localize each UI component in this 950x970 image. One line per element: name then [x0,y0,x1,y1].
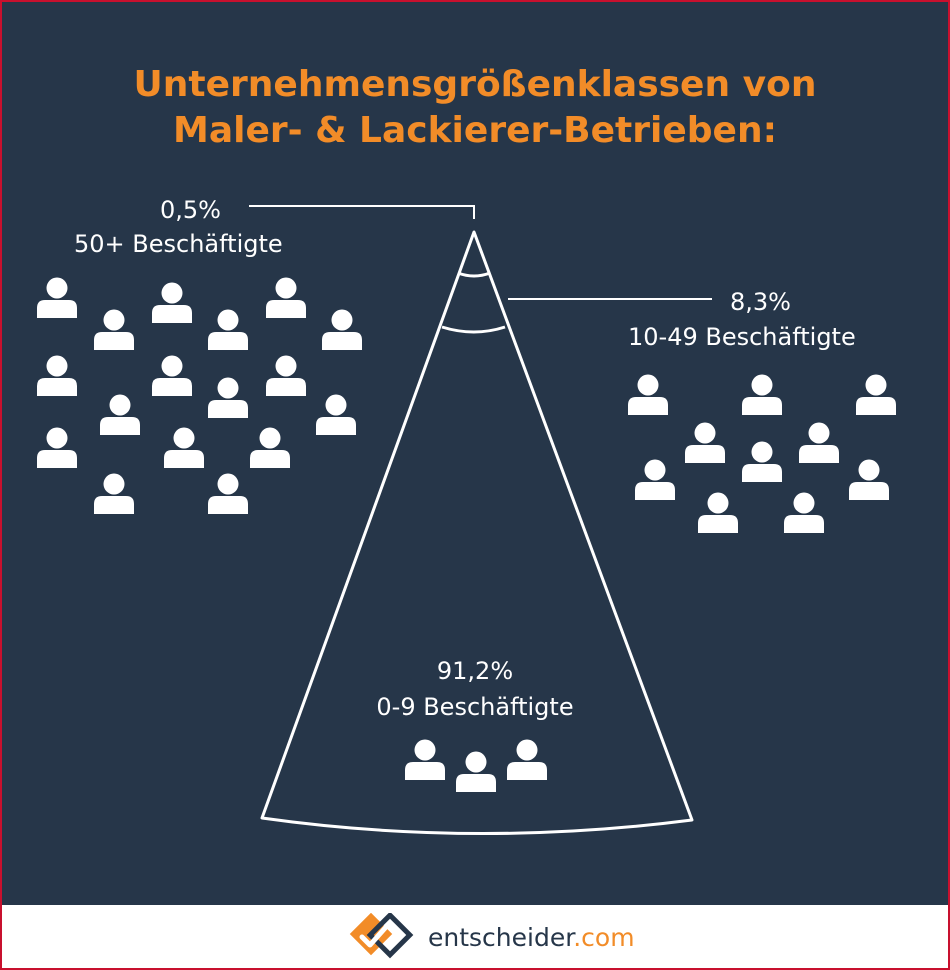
cone-chart [37,205,896,836]
person-icon [37,277,77,318]
category-label-50plus: 50+ Beschäftigte [74,230,283,258]
person-icon [856,374,896,415]
person-icon [37,427,77,468]
person-icon [208,473,248,514]
person-icon [405,739,445,780]
person-icon [266,277,306,318]
person-icon [208,377,248,418]
person-icon [742,441,782,482]
value-label-0-9: 91,2% [436,657,514,685]
person-icon [742,374,782,415]
segment-divider-small [457,271,491,278]
person-icon [164,427,204,468]
person-icon [507,739,547,780]
value-label-50plus: 0,5% [160,196,221,224]
people-group-50plus [37,277,362,514]
person-icon [635,459,675,500]
person-icon [698,492,738,533]
category-label-0-9: 0-9 Beschäftigte [376,693,574,721]
value-label-10-49: 8,3% [730,288,791,316]
person-icon [250,427,290,468]
category-label-10-49: 10-49 Beschäftigte [628,323,856,351]
person-icon [316,394,356,435]
brand-wordmark: entscheider.com [428,922,635,954]
person-icon [266,355,306,396]
segment-divider-medium [441,325,506,334]
person-icon [94,473,134,514]
person-icon [37,355,77,396]
person-icon [100,394,140,435]
person-icon [685,422,725,463]
person-icon [208,309,248,350]
brand-domain: .com [573,923,635,952]
chart-title-line-1: Unternehmensgrößenklassen von [133,64,817,105]
person-icon [784,492,824,533]
people-group-10-49 [628,374,896,533]
person-icon [456,751,496,792]
leader-line-50plus [249,205,475,219]
people-group-0-9 [405,739,547,792]
checkmark-logo-icon [349,913,414,959]
person-icon [94,309,134,350]
cone-outline [260,230,694,836]
footer-bar [2,905,948,968]
person-icon [799,422,839,463]
person-icon [628,374,668,415]
brand-name: entscheider [428,923,574,952]
person-icon [849,459,889,500]
chart-title-line-2: Maler- & Lackierer-Betrieben: [173,110,777,151]
person-icon [322,309,362,350]
person-icon [152,355,192,396]
person-icon [152,282,192,323]
